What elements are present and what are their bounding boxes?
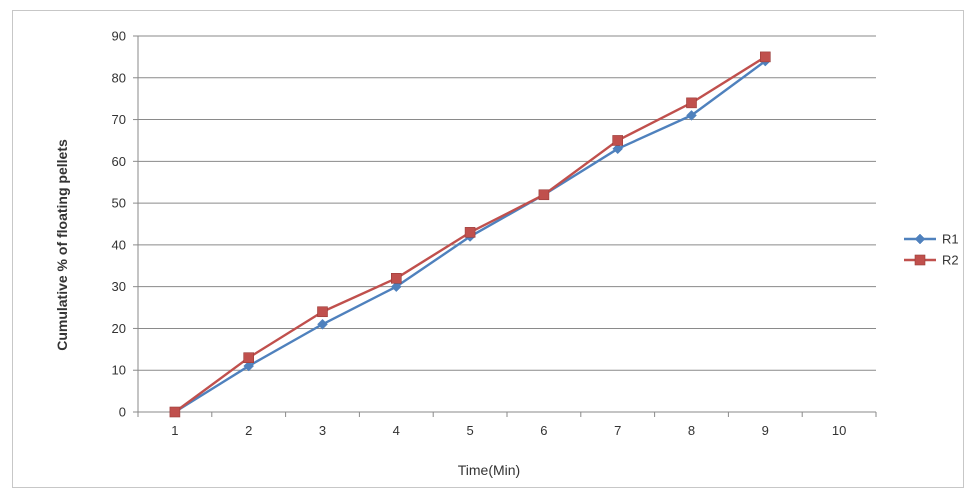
y-tick-label: 20 xyxy=(112,321,126,336)
data-point-r1 xyxy=(317,318,328,330)
data-point-r2 xyxy=(390,273,402,284)
x-tick-label: 2 xyxy=(245,423,252,438)
y-tick-label: 90 xyxy=(112,29,126,44)
data-point-r2 xyxy=(759,51,771,63)
data-point-r2 xyxy=(538,189,550,201)
data-point-r1 xyxy=(686,110,697,121)
data-point-r2 xyxy=(686,97,697,109)
x-tick-label: 10 xyxy=(832,423,846,438)
x-tick-label: 3 xyxy=(319,423,326,438)
x-tick-label: 1 xyxy=(171,423,178,438)
y-tick-label: 30 xyxy=(112,279,126,294)
data-point-r1 xyxy=(243,360,255,372)
series-r2 xyxy=(169,51,771,418)
series-lines xyxy=(169,51,771,418)
data-point-r2 xyxy=(464,227,476,238)
x-tick-label: 6 xyxy=(540,423,547,438)
axes xyxy=(133,35,877,417)
x-tick-labels: 1 2 3 4 5 6 7 8 9 10 xyxy=(171,423,846,438)
x-tick-label: 9 xyxy=(762,423,769,438)
data-point-r1 xyxy=(612,143,624,155)
y-tick-label: 70 xyxy=(112,112,126,127)
data-point-r2 xyxy=(317,306,328,318)
y-tick-label: 0 xyxy=(119,405,126,420)
legend-marker-r2 xyxy=(914,254,926,266)
data-point-r2 xyxy=(169,406,181,418)
x-tick-label: 7 xyxy=(614,423,621,438)
legend-label-r2: R2 xyxy=(942,253,959,268)
y-tick-label: 10 xyxy=(112,363,126,378)
x-tick-label: 4 xyxy=(393,423,400,438)
y-tick-label: 80 xyxy=(112,70,126,85)
x-tick-label: 5 xyxy=(466,423,473,438)
legend-marker-r1 xyxy=(914,233,926,245)
y-tick-label: 60 xyxy=(112,154,126,169)
y-tick-labels: 0 10 20 30 40 50 60 70 80 90 xyxy=(112,29,126,420)
y-tick-label: 40 xyxy=(112,237,126,252)
data-point-r2 xyxy=(612,135,624,146)
x-axis-title: Time(Min) xyxy=(458,462,520,478)
legend-item-r1: R1 xyxy=(904,232,959,247)
y-tick-label: 50 xyxy=(112,196,126,211)
data-point-r1 xyxy=(390,281,402,293)
legend-item-r2: R2 xyxy=(904,253,959,268)
y-axis-title: Cumulative % of floating pellets xyxy=(54,139,70,351)
legend-label-r1: R1 xyxy=(942,232,959,247)
x-tick-label: 8 xyxy=(688,423,695,438)
data-point-r2 xyxy=(243,352,254,363)
gridlines xyxy=(138,35,876,371)
